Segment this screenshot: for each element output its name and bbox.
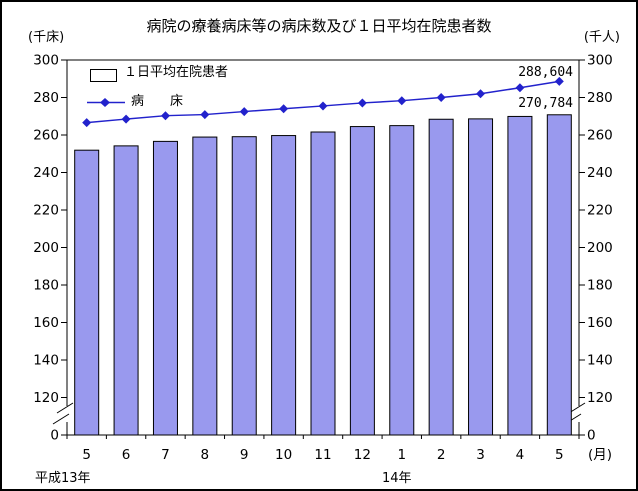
bar-month-12 bbox=[349, 126, 375, 436]
bar-month-4 bbox=[507, 115, 533, 436]
y-tick-label-right: 240 bbox=[587, 165, 613, 181]
y-tick-label-right: 200 bbox=[587, 240, 613, 256]
line-point-month-1 bbox=[397, 96, 407, 106]
line-point-month-11 bbox=[318, 101, 328, 111]
month-label: 10 bbox=[275, 447, 292, 463]
month-label: 5 bbox=[555, 447, 564, 463]
chart-title: 病院の療養病床等の病床数及び１日平均在院患者数 bbox=[146, 17, 492, 35]
era-label-heisei13: 平成13年 bbox=[35, 471, 91, 486]
legend-diamond-icon bbox=[100, 98, 110, 107]
line-point-month-6 bbox=[121, 114, 131, 124]
line-point-month-12 bbox=[357, 98, 367, 108]
month-label: 4 bbox=[516, 447, 525, 463]
bar-month-1 bbox=[389, 125, 415, 436]
y-tick-label-right: 300 bbox=[587, 53, 613, 69]
y-tick-label-left: 120 bbox=[33, 390, 59, 406]
axis-break-mark-left bbox=[52, 413, 70, 425]
bar-month-8 bbox=[192, 136, 218, 436]
bar-month-3 bbox=[468, 118, 494, 436]
y-tick-label-right: 220 bbox=[587, 203, 613, 219]
y-tick-label-left: 240 bbox=[33, 165, 59, 181]
y-tick-label-left: 300 bbox=[33, 53, 59, 69]
y-tick-label-left: 260 bbox=[33, 128, 59, 144]
y-tick-label-left: 180 bbox=[33, 278, 59, 294]
bar-month-2 bbox=[428, 118, 454, 436]
y-tick-label-left: 160 bbox=[33, 315, 59, 331]
line-last-value-label: 288,604 bbox=[518, 65, 573, 80]
y-tick-label-right: 0 bbox=[587, 428, 596, 444]
axis-break-mark-left bbox=[56, 402, 74, 414]
legend-label-inpatients: １日平均在院患者 bbox=[124, 65, 229, 80]
left-axis-unit-label: (千床) bbox=[28, 30, 65, 45]
month-label: 7 bbox=[161, 447, 170, 463]
line-point-month-3 bbox=[476, 89, 486, 99]
line-point-month-9 bbox=[239, 107, 249, 117]
month-label: 5 bbox=[82, 447, 91, 463]
bar-month-9 bbox=[231, 136, 257, 436]
line-point-month-10 bbox=[279, 104, 289, 114]
legend-label-beds: 病 床 bbox=[131, 94, 184, 109]
line-point-month-7 bbox=[160, 111, 170, 121]
month-label: 12 bbox=[354, 447, 371, 463]
y-tick-label-left: 0 bbox=[50, 428, 59, 444]
y-tick-label-right: 120 bbox=[587, 390, 613, 406]
bar-month-6 bbox=[113, 145, 139, 436]
month-label: 9 bbox=[240, 447, 249, 463]
month-label: 11 bbox=[314, 447, 331, 463]
bar-month-11 bbox=[310, 131, 336, 436]
right-axis-unit-label: (千人) bbox=[583, 30, 620, 45]
y-tick-label-right: 140 bbox=[587, 353, 613, 369]
y-tick-label-left: 220 bbox=[33, 203, 59, 219]
line-point-month-8 bbox=[200, 110, 210, 120]
y-tick-label-right: 260 bbox=[587, 128, 613, 144]
month-unit-label: (月) bbox=[588, 447, 612, 463]
legend-bar-swatch bbox=[90, 69, 117, 82]
month-label: 1 bbox=[397, 447, 406, 463]
bar-month-7 bbox=[152, 140, 178, 436]
y-tick-label-right: 180 bbox=[587, 278, 613, 294]
y-tick-label-right: 280 bbox=[587, 90, 613, 106]
bar-month-5 bbox=[546, 114, 572, 436]
month-label: 3 bbox=[476, 447, 485, 463]
bar-month-10 bbox=[271, 135, 297, 436]
y-tick-label-left: 280 bbox=[33, 90, 59, 106]
month-label: 6 bbox=[122, 447, 131, 463]
line-point-month-5 bbox=[554, 76, 564, 86]
line-point-month-2 bbox=[436, 93, 446, 102]
month-label: 8 bbox=[201, 447, 210, 463]
month-label: 2 bbox=[437, 447, 446, 463]
line-point-month-4 bbox=[515, 83, 525, 93]
era-label-heisei14: 14年 bbox=[382, 471, 412, 486]
y-tick-label-left: 140 bbox=[33, 353, 59, 369]
bar-last-value-label: 270,784 bbox=[518, 96, 573, 111]
legend-line-marker-icon bbox=[87, 98, 125, 107]
y-tick-label-right: 160 bbox=[587, 315, 613, 331]
bar-month-5 bbox=[74, 149, 100, 436]
line-point-month-5 bbox=[82, 118, 92, 128]
y-tick-label-left: 200 bbox=[33, 240, 59, 256]
